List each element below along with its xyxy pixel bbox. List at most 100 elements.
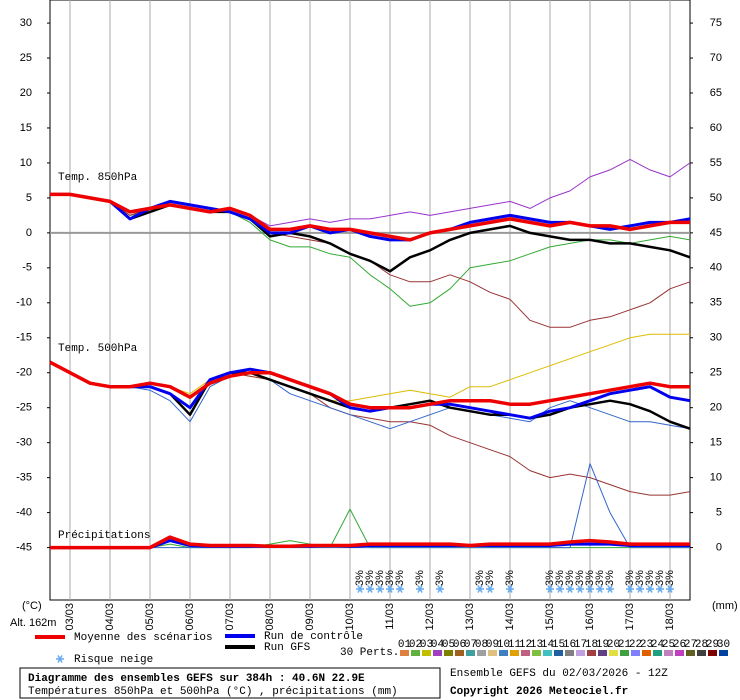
member-label: 18: [585, 639, 598, 651]
snow-risk-label: 3%: [664, 570, 676, 586]
y-tick-label: 20: [20, 87, 32, 99]
member-label: 21: [618, 639, 632, 651]
y-tick-label: -30: [16, 437, 32, 449]
snowflake-arm: [547, 585, 553, 593]
y-tick-label: -25: [16, 402, 32, 414]
y-tick-label: -40: [16, 506, 32, 518]
y-tick-label: 15: [20, 122, 32, 134]
member-label: 10: [497, 639, 510, 651]
snow-risk-marker: [626, 585, 634, 593]
legend-gfs: Run GFS: [264, 642, 311, 654]
member-label: 29: [706, 639, 719, 651]
y2-tick-label: 0: [716, 541, 722, 553]
y2-tick-label: 35: [710, 297, 722, 309]
member-label: 19: [596, 639, 609, 651]
snow-risk-label: 3%: [394, 570, 406, 586]
x-tick-label: 08/03: [264, 603, 276, 631]
snow-risk-label: 3%: [434, 570, 446, 586]
y-tick-label: 0: [26, 227, 32, 239]
footer-copyright: Copyright 2026 Meteociel.fr: [450, 686, 628, 698]
snow-risk-label: 3%: [554, 570, 566, 586]
y-tick-label: -45: [16, 541, 32, 553]
member-swatch: [686, 650, 695, 656]
snowflake-arm: [367, 585, 373, 593]
member-label: 23: [640, 639, 653, 651]
member-swatch: [499, 650, 508, 656]
member-swatch: [422, 650, 431, 656]
member-swatch: [444, 650, 453, 656]
member-label: 25: [662, 639, 675, 651]
member-label: 12: [519, 639, 532, 651]
member-swatch: [664, 650, 673, 656]
y2-axis-label: (mm): [712, 600, 738, 612]
member-label: 27: [684, 639, 697, 651]
snowflake-arm: [437, 585, 443, 593]
snow-risk-label: 3%: [644, 570, 656, 586]
member-label: 26: [673, 639, 686, 651]
member-label: 03: [420, 639, 433, 651]
x-tick-label: 10/03: [344, 603, 356, 631]
snow-risk-marker: [356, 585, 364, 593]
snow-risk-label: 3%: [654, 570, 666, 586]
x-tick-label: 09/03: [304, 603, 316, 631]
legend-snow: Risque neige: [74, 654, 153, 666]
member-label: 17: [574, 639, 587, 651]
snow-risk-marker: [366, 585, 374, 593]
snow-risk-marker: [606, 585, 614, 593]
member-swatch: [488, 650, 497, 656]
y2-tick-label: 25: [710, 367, 722, 379]
snowflake-arm: [577, 585, 583, 593]
snowflake-arm: [557, 585, 563, 593]
snowflake-arm: [587, 585, 593, 593]
snow-risk-marker: [556, 585, 564, 593]
x-tick-label: 03/03: [64, 603, 76, 631]
member-label: 24: [651, 639, 665, 651]
footer-subtitle: Températures 850hPa et 500hPa (°C) , pré…: [28, 686, 398, 698]
snowflake-arm: [627, 585, 633, 593]
y2-tick-label: 60: [710, 122, 722, 134]
snow-risk-label: 3%: [374, 570, 386, 586]
member-swatch: [433, 650, 442, 656]
y2-tick-label: 5: [716, 506, 722, 518]
y-tick-label: 5: [26, 192, 32, 204]
snowflake-arm: [637, 585, 643, 593]
snow-risk-label: 3%: [544, 570, 556, 586]
x-tick-label: 16/03: [584, 603, 596, 631]
y-tick-label: -20: [16, 367, 32, 379]
member-swatch: [719, 650, 728, 656]
y2-tick-label: 45: [710, 227, 722, 239]
x-tick-label: 15/03: [544, 603, 556, 631]
snow-risk-label: 3%: [364, 570, 376, 586]
snow-risk-label: 3%: [624, 570, 636, 586]
snow-risk-marker: [646, 585, 654, 593]
member-label: 11: [508, 639, 522, 651]
member-swatch: [642, 650, 651, 656]
member-label: 16: [563, 639, 576, 651]
plot-frame: [49, 0, 691, 601]
member-swatch: [543, 650, 552, 656]
y-tick-label: -5: [22, 262, 32, 274]
snowflake-arm: [567, 585, 573, 593]
snow-risk-marker: [666, 585, 674, 593]
member-label: 14: [541, 639, 555, 651]
snow-risk-label: 3%: [484, 570, 496, 586]
member-swatch: [565, 650, 574, 656]
member-swatch: [466, 650, 475, 656]
member-label: 06: [453, 639, 466, 651]
snowflake-arm: [397, 585, 403, 593]
member-label: 04: [431, 639, 445, 651]
snowflake-arm: [597, 585, 603, 593]
snowflake-arm: [57, 655, 63, 663]
member-label: 05: [442, 639, 455, 651]
member-swatch: [587, 650, 596, 656]
snowflake-arm: [647, 585, 653, 593]
y2-tick-label: 65: [710, 87, 722, 99]
snow-risk-marker: [396, 585, 404, 593]
member-swatch: [521, 650, 530, 656]
y2-tick-label: 50: [710, 192, 722, 204]
snow-risk-marker: [416, 585, 424, 593]
member-label: 08: [475, 639, 488, 651]
y2-tick-label: 40: [710, 262, 722, 274]
y2-tick-label: 55: [710, 157, 722, 169]
